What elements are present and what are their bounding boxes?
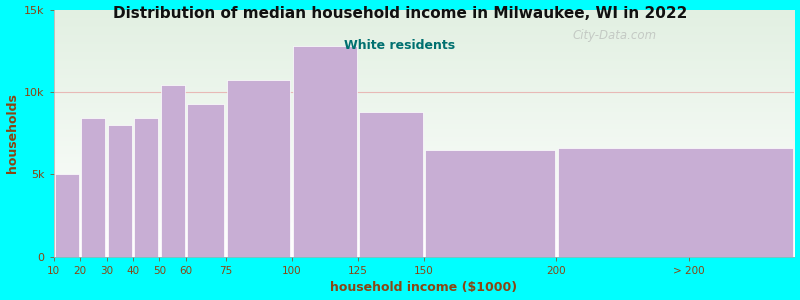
X-axis label: household income ($1000): household income ($1000)	[330, 281, 518, 294]
Bar	[82, 118, 106, 257]
Bar	[134, 118, 158, 257]
Text: City-Data.com: City-Data.com	[572, 29, 656, 42]
Bar	[108, 125, 132, 257]
Bar	[426, 150, 555, 257]
Y-axis label: households: households	[6, 93, 18, 173]
Bar	[161, 85, 185, 257]
Bar	[187, 103, 224, 257]
Bar	[227, 80, 290, 257]
Bar	[55, 174, 78, 257]
Bar	[293, 46, 357, 257]
Text: Distribution of median household income in Milwaukee, WI in 2022: Distribution of median household income …	[113, 6, 687, 21]
Bar	[359, 112, 422, 257]
Text: White residents: White residents	[345, 39, 455, 52]
Bar	[558, 148, 793, 257]
